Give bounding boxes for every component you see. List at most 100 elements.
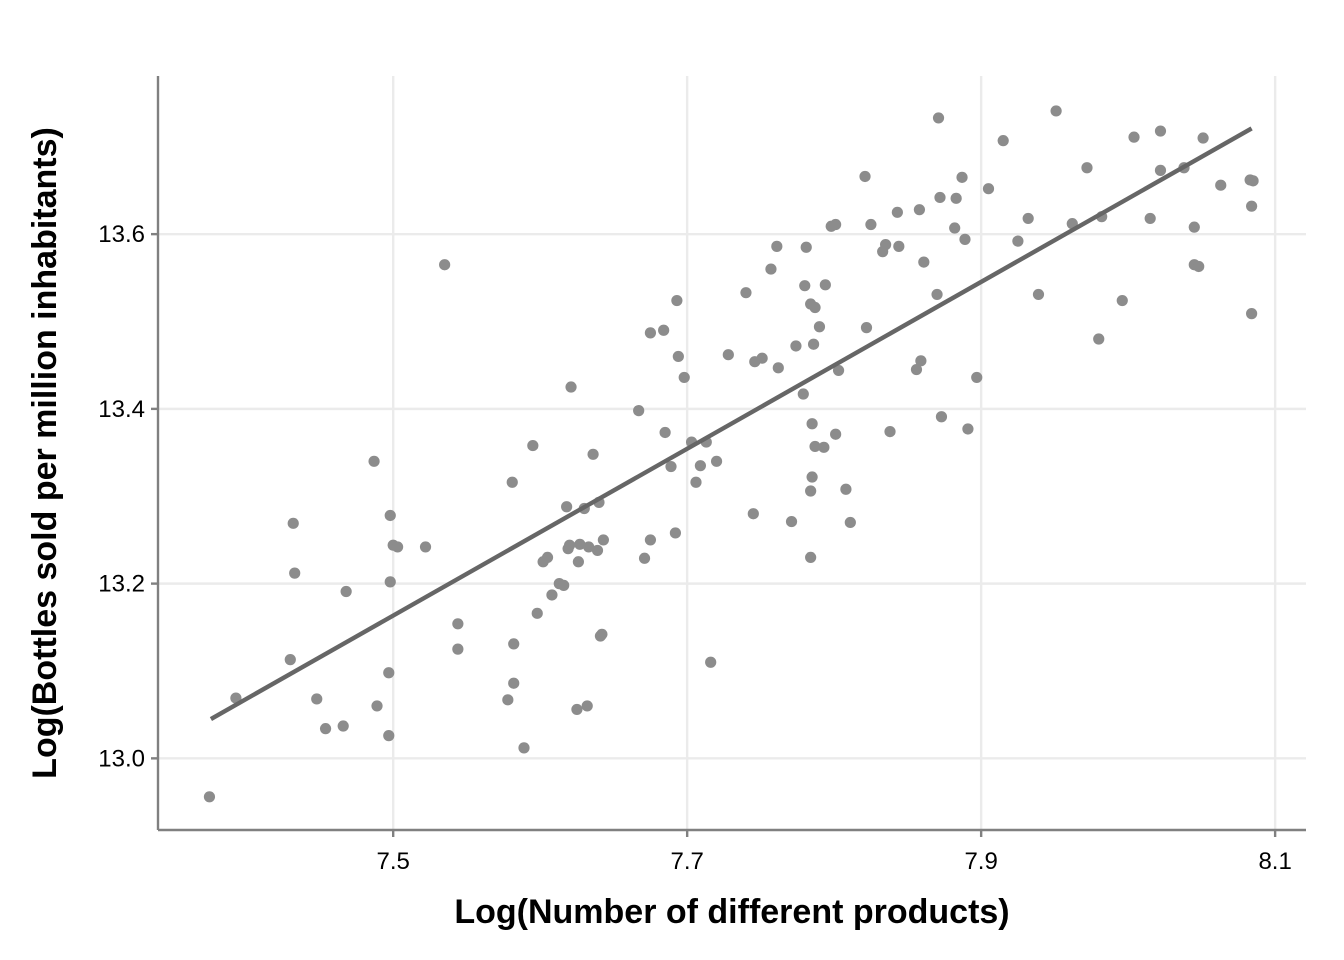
data-point [765, 263, 777, 275]
data-point [581, 700, 593, 712]
data-point [918, 256, 930, 268]
data-point [384, 509, 396, 522]
data-point [319, 723, 332, 735]
data-point [587, 448, 599, 460]
data-point [1116, 294, 1128, 307]
y-tick-label: 13.6 [98, 221, 145, 248]
data-point [859, 170, 871, 183]
y-tick-label: 13.0 [98, 745, 145, 772]
data-point [893, 240, 905, 252]
data-point [506, 476, 518, 488]
data-point [391, 541, 404, 553]
data-point [563, 539, 576, 551]
data-point [740, 287, 752, 299]
data-point [571, 703, 583, 716]
data-point [747, 508, 759, 520]
data-point [583, 541, 595, 553]
data-point [785, 515, 798, 528]
regression-line [209, 126, 1253, 721]
data-point [541, 551, 554, 564]
data-point [1128, 131, 1140, 143]
data-point [1188, 221, 1200, 233]
data-point [710, 455, 723, 467]
data-point [1197, 132, 1209, 144]
data-point [597, 534, 609, 546]
data-point [806, 471, 818, 483]
data-point [982, 183, 995, 195]
data-point [337, 720, 349, 732]
data-point [508, 638, 520, 650]
data-point [287, 517, 299, 529]
data-point [1022, 212, 1034, 225]
data-point [809, 301, 821, 314]
data-point [809, 440, 821, 453]
data-point [638, 552, 651, 564]
data-point [1247, 175, 1259, 187]
data-point [1154, 164, 1167, 176]
data-point [452, 643, 464, 655]
data-point [658, 324, 670, 336]
data-point [1193, 260, 1205, 273]
data-point [574, 538, 586, 550]
data-point [956, 171, 968, 183]
data-point [558, 579, 570, 591]
data-point [1144, 212, 1156, 225]
data-point [800, 241, 812, 253]
data-point [1215, 179, 1227, 191]
y-axis-title: Log(Bottles sold per million inhabitants… [26, 127, 64, 779]
data-point [772, 362, 784, 374]
data-point [311, 693, 323, 705]
data-point [644, 534, 657, 546]
data-point [819, 279, 831, 291]
data-point [289, 567, 301, 579]
data-point [818, 441, 830, 453]
data-point [531, 607, 543, 619]
data-point [669, 527, 682, 539]
data-point [997, 135, 1009, 147]
data-point [891, 206, 903, 218]
data-point [368, 455, 380, 467]
data-point [1032, 288, 1045, 301]
data-point [644, 327, 657, 339]
data-point [805, 551, 817, 564]
data-point [971, 371, 983, 384]
data-point [596, 628, 608, 640]
data-point [722, 349, 734, 361]
data-point [962, 423, 974, 435]
data-point [678, 371, 690, 384]
data-point [1081, 162, 1093, 174]
data-point [865, 218, 877, 231]
data-point [1093, 333, 1105, 345]
data-point [884, 425, 896, 438]
fit-line-layer [209, 126, 1253, 721]
data-point [439, 259, 451, 271]
x-tick-label: 8.1 [1258, 848, 1291, 875]
data-point [672, 350, 684, 363]
data-point [284, 654, 296, 666]
data-point [671, 294, 683, 307]
data-point [452, 618, 464, 630]
data-point [419, 541, 432, 553]
y-tick-label: 13.4 [98, 396, 145, 423]
tick-labels: 7.5 7.7 7.9 8.1 13.0 13.2 13.4 13.6 [98, 221, 1292, 875]
data-point [705, 656, 717, 668]
data-point [572, 556, 584, 568]
axes [151, 76, 1306, 837]
data-point [860, 322, 873, 334]
data-point [371, 700, 383, 712]
data-point [934, 191, 946, 204]
data-point [203, 791, 216, 803]
data-point [932, 112, 945, 124]
x-tick-label: 7.7 [670, 848, 703, 875]
data-point [1154, 125, 1167, 137]
data-point [1246, 308, 1258, 320]
data-point [931, 288, 943, 301]
data-point [527, 439, 539, 452]
data-point [771, 240, 783, 252]
data-point [950, 192, 962, 204]
data-point [633, 405, 645, 417]
data-point [508, 677, 520, 689]
data-point [790, 340, 802, 352]
data-point [340, 585, 352, 598]
